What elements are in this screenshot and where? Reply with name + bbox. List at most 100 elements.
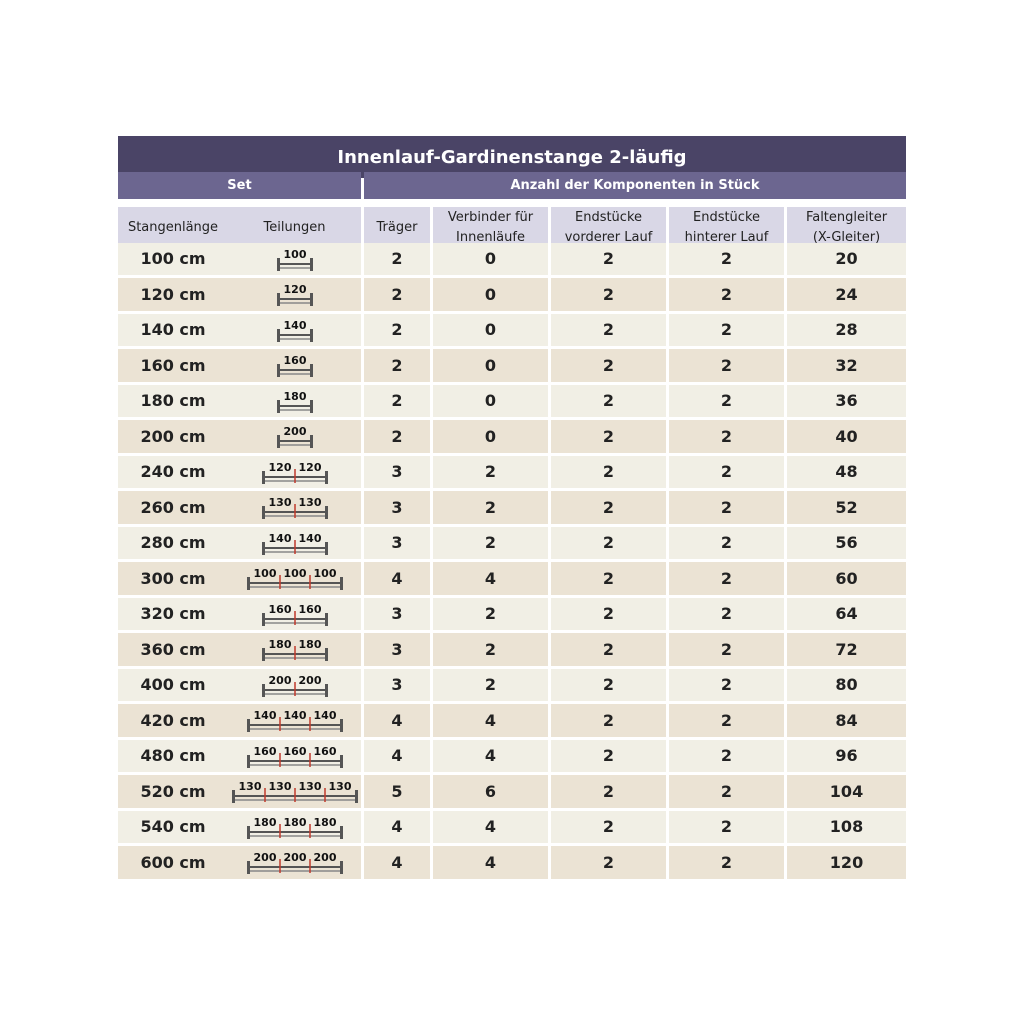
cell-value: 2 <box>669 810 784 843</box>
cell-value: 2 <box>551 420 666 453</box>
cell-value: 2 <box>669 526 784 559</box>
segment-label: 130 <box>328 780 351 793</box>
length: 160 cm <box>140 355 206 375</box>
end-cap <box>276 435 280 449</box>
end-cap <box>276 257 280 271</box>
division-icon: 120 <box>228 281 361 307</box>
segment-label: 130 <box>268 780 291 793</box>
cell-value: 48 <box>787 455 906 488</box>
segment-label: 160 <box>268 603 291 616</box>
end-cap <box>339 825 343 839</box>
cell-value: 2 <box>669 597 784 630</box>
segment-label: 180 <box>298 638 321 651</box>
group-header: Anzahl der Komponenten in Stück <box>364 171 906 199</box>
cell-value: 108 <box>787 810 906 843</box>
cell-value: 3 <box>364 668 430 701</box>
division-icon: 140 140 <box>228 530 361 556</box>
cell-value: 0 <box>433 242 548 275</box>
cell-value: 2 <box>669 846 784 879</box>
cell-value: 2 <box>364 242 430 275</box>
rod-icon: 180 180 <box>261 638 328 662</box>
segment-label: 130 <box>298 780 321 793</box>
cell-value: 2 <box>551 633 666 666</box>
cell-value: 36 <box>787 384 906 417</box>
set-cell: 420 cm 140 140 140 <box>118 704 361 737</box>
cell-value: 2 <box>669 349 784 382</box>
segment-label: 100 <box>283 248 306 261</box>
cell-value: 24 <box>787 278 906 311</box>
cell-value: 3 <box>364 491 430 524</box>
length: 400 cm <box>140 675 206 695</box>
header-line: Innenläufe <box>456 229 525 245</box>
length: 100 cm <box>140 249 206 269</box>
length: 260 cm <box>140 497 206 517</box>
cell-value: 60 <box>787 562 906 595</box>
cell-value: 2 <box>551 668 666 701</box>
cell-value: 2 <box>551 810 666 843</box>
segment-label: 120 <box>268 461 291 474</box>
division-icon: 100 <box>228 246 361 272</box>
cell-value: 4 <box>433 562 548 595</box>
end-cap <box>339 754 343 768</box>
end-cap <box>309 435 313 449</box>
column-header: Träger <box>364 207 430 248</box>
set-cell: 140 cm 140 <box>118 313 361 346</box>
end-cap <box>309 364 313 378</box>
set-cell: 260 cm 130 130 <box>118 491 361 524</box>
segment-label: 180 <box>268 638 291 651</box>
division-icon: 140 <box>228 317 361 343</box>
length: 180 cm <box>140 391 206 411</box>
end-cap <box>309 328 313 342</box>
cell-value: 2 <box>551 846 666 879</box>
cell-value: 84 <box>787 704 906 737</box>
segment-label: 160 <box>298 603 321 616</box>
cell-value: 2 <box>669 775 784 808</box>
end-cap <box>261 470 265 484</box>
cell-value: 96 <box>787 739 906 772</box>
length: 300 cm <box>140 568 206 588</box>
cell-value: 4 <box>364 562 430 595</box>
rod-icon: 100 100 100 <box>246 567 343 591</box>
cell-value: 2 <box>433 491 548 524</box>
segment-label: 180 <box>283 816 306 829</box>
length: 540 cm <box>140 817 206 837</box>
column-header: Endstücke vorderer Lauf <box>551 207 666 248</box>
segment-label: 160 <box>283 745 306 758</box>
rod-icon: 160 160 <box>261 603 328 626</box>
set-cell: 600 cm 200 200 200 <box>118 846 361 879</box>
header-line: Endstücke <box>574 209 643 225</box>
column-header: Verbinder für Innenläufe <box>433 207 548 248</box>
cell-value: 3 <box>364 633 430 666</box>
cell-value: 2 <box>551 562 666 595</box>
cell-value: 120 <box>787 846 906 879</box>
rod-icon: 200 <box>276 425 313 449</box>
cell-value: 2 <box>669 242 784 275</box>
cell-value: 2 <box>551 313 666 346</box>
length: 320 cm <box>140 604 206 624</box>
end-cap <box>309 293 313 307</box>
cell-value: 0 <box>433 349 548 382</box>
end-cap <box>246 719 250 733</box>
set-cell: 520 cm 130 130 130 130 <box>118 775 361 808</box>
cell-value: 20 <box>787 242 906 275</box>
cell-value: 2 <box>551 242 666 275</box>
cell-value: 4 <box>364 739 430 772</box>
cell-value: 4 <box>433 810 548 843</box>
header-line: vorderer Lauf <box>564 229 653 245</box>
cell-value: 2 <box>669 562 784 595</box>
header-line: (X-Gleiter) <box>812 229 881 245</box>
set-cell: 320 cm 160 160 <box>118 597 361 630</box>
segment-label: 200 <box>283 851 306 864</box>
segment-label: 200 <box>253 851 276 864</box>
length: 480 cm <box>140 746 206 766</box>
set-cell: 300 cm 100 100 100 <box>118 562 361 595</box>
division-icon: 120 120 <box>228 459 361 485</box>
end-cap <box>339 861 343 875</box>
cell-value: 3 <box>364 526 430 559</box>
cell-value: 2 <box>669 633 784 666</box>
cell-value: 2 <box>669 491 784 524</box>
cell-value: 2 <box>551 278 666 311</box>
set-cell: 160 cm 160 <box>118 349 361 382</box>
end-cap <box>324 648 328 662</box>
